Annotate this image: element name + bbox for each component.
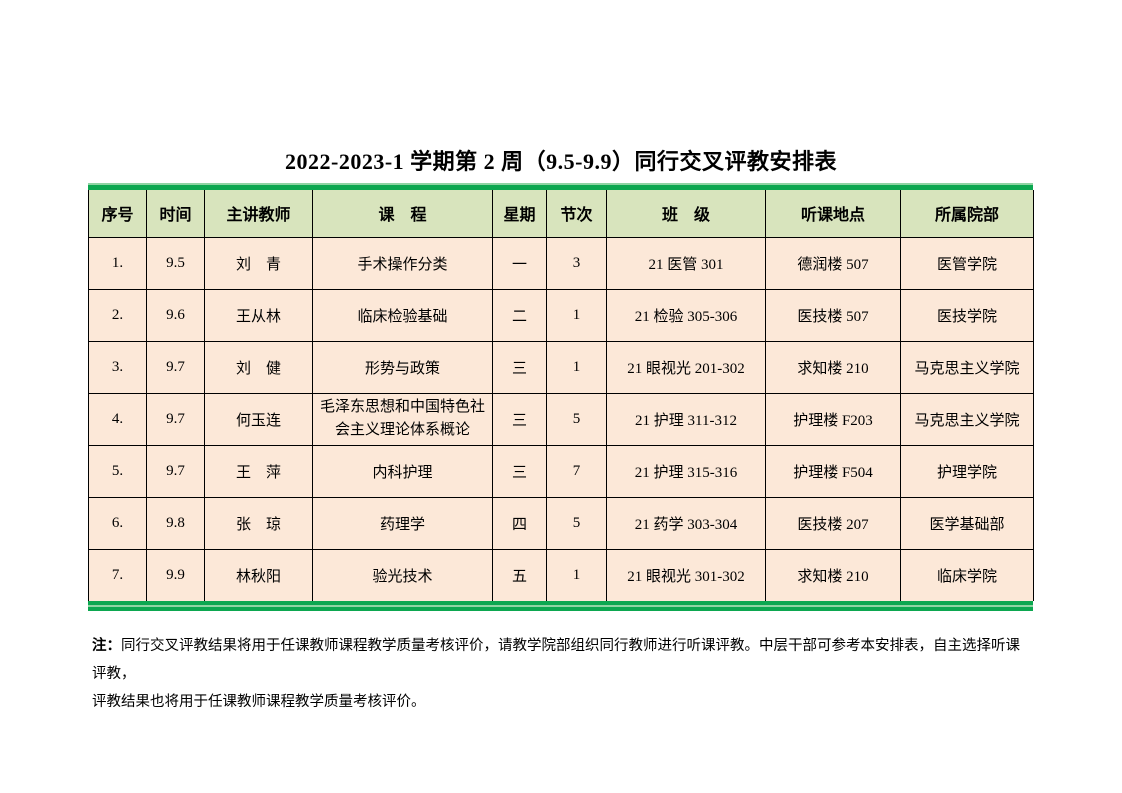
table-cell: 王从林: [204, 288, 313, 342]
table-row: 5. 9.7 王 萍内科护理三 7 21 护理 315-316 护理楼 F504 护理学院: [88, 444, 1034, 498]
column-header: 时间: [146, 190, 205, 238]
table-row: 1. 9.5 刘 青手术操作分类一 3 21 医管 301 德润楼 507 医管学院: [88, 236, 1034, 290]
table-cell: 毛泽东思想和中国特色社会主义理论体系概论: [312, 392, 493, 446]
table-cell: 1: [546, 548, 607, 601]
table-cell: 临床学院: [900, 548, 1034, 601]
table-cell: 刘 健: [204, 340, 313, 394]
table-header: 序号 时间 主讲教师课 程星期 节次班 级听课地点 所属院部: [88, 190, 1034, 238]
table-cell: 护理楼 F203: [765, 392, 901, 446]
table-row: 6. 9.8 张 琼药理学四 5 21 药学 303-304 医技楼 207 医学基础部: [88, 496, 1034, 550]
table-bottom-border-bar: [88, 601, 1033, 611]
table-cell: 四: [492, 496, 547, 550]
table-cell: 五: [492, 548, 547, 601]
table-cell: 医技楼 507: [765, 288, 901, 342]
table-cell: 4.: [88, 392, 147, 446]
footnote: 注：同行交叉评教结果将用于任课教师课程教学质量考核评价，请教学院部组织同行教师进…: [92, 632, 1032, 716]
page-title: 2022-2023-1 学期第 2 周（9.5-9.9）同行交叉评教安排表: [285, 149, 837, 174]
table-cell: 护理楼 F504: [765, 444, 901, 498]
schedule-table: 序号 时间 主讲教师课 程星期 节次班 级听课地点 所属院部 1. 9.5 刘 青手术操作分…: [88, 190, 1034, 601]
table-cell: 内科护理: [312, 444, 493, 498]
table-cell: 药理学: [312, 496, 493, 550]
table-cell: 2.: [88, 288, 147, 342]
table-cell: 林秋阳: [204, 548, 313, 601]
table-cell: 二: [492, 288, 547, 342]
header-row: 序号 时间 主讲教师课 程星期 节次班 级听课地点 所属院部: [88, 190, 1034, 238]
table-cell: 三: [492, 340, 547, 394]
table-cell: 王 萍: [204, 444, 313, 498]
table-cell: 21 药学 303-304: [606, 496, 766, 550]
table-cell: 求知楼 210: [765, 548, 901, 601]
table-cell: 5: [546, 496, 607, 550]
column-header: 节次: [546, 190, 607, 238]
table-cell: 9.7: [146, 444, 205, 498]
table-cell: 三: [492, 444, 547, 498]
table-cell: 临床检验基础: [312, 288, 493, 342]
table-cell: 一: [492, 236, 547, 290]
column-header: 所属院部: [900, 190, 1034, 238]
table-cell: 6.: [88, 496, 147, 550]
footnote-text-1: 同行交叉评教结果将用于任课教师课程教学质量考核评价，请教学院部组织同行教师进行听…: [92, 638, 1020, 682]
footnote-prefix: 注：: [92, 638, 121, 654]
table-cell: 张 琼: [204, 496, 313, 550]
table-cell: 医技楼 207: [765, 496, 901, 550]
table-cell: 刘 青: [204, 236, 313, 290]
table-cell: 21 医管 301: [606, 236, 766, 290]
column-header: 课 程: [312, 190, 493, 238]
table-cell: 9.7: [146, 392, 205, 446]
footnote-line-1: 注：同行交叉评教结果将用于任课教师课程教学质量考核评价，请教学院部组织同行教师进…: [92, 632, 1032, 688]
table-cell: 三: [492, 392, 547, 446]
column-header: 星期: [492, 190, 547, 238]
table-cell: 1: [546, 340, 607, 394]
table-cell: 何玉连: [204, 392, 313, 446]
table-row: 7. 9.9 林秋阳 验光技术五 1 21 眼视光 301-302 求知楼 210 临床学院: [88, 548, 1034, 601]
table-cell: 21 眼视光 301-302: [606, 548, 766, 601]
table-cell: 1: [546, 288, 607, 342]
table-cell: 马克思主义学院: [900, 340, 1034, 394]
table-cell: 马克思主义学院: [900, 392, 1034, 446]
table-row: 4. 9.7 何玉连 毛泽东思想和中国特色社会主义理论体系概论三 5 21 护理 311-…: [88, 392, 1034, 446]
table-cell: 医管学院: [900, 236, 1034, 290]
table-cell: 3.: [88, 340, 147, 394]
column-header: 序号: [88, 190, 147, 238]
table-cell: 求知楼 210: [765, 340, 901, 394]
table-cell: 1.: [88, 236, 147, 290]
schedule-table-container: 序号 时间 主讲教师课 程星期 节次班 级听课地点 所属院部 1. 9.5 刘 青手术操作分…: [88, 183, 1034, 611]
table-cell: 医技学院: [900, 288, 1034, 342]
table-body: 1. 9.5 刘 青手术操作分类一 3 21 医管 301 德润楼 507 医管学院 2. 9.…: [88, 236, 1034, 601]
table-cell: 7: [546, 444, 607, 498]
footnote-line-2: 评教结果也将用于任课教师课程教学质量考核评价。: [92, 688, 1032, 716]
table-cell: 5.: [88, 444, 147, 498]
table-row: 3. 9.7 刘 健形势与政策三 1 21 眼视光 201-302 求知楼 210 马克思主…: [88, 340, 1034, 394]
column-header: 听课地点: [765, 190, 901, 238]
table-cell: 3: [546, 236, 607, 290]
table-top-border-bar: [88, 183, 1033, 190]
table-row: 2. 9.6 王从林 临床检验基础二 1 21 检验 305-306 医技楼 507 医技学院: [88, 288, 1034, 342]
table-cell: 9.9: [146, 548, 205, 601]
table-cell: 9.6: [146, 288, 205, 342]
table-cell: 护理学院: [900, 444, 1034, 498]
table-cell: 医学基础部: [900, 496, 1034, 550]
table-cell: 9.7: [146, 340, 205, 394]
column-header: 主讲教师: [204, 190, 313, 238]
column-header: 班 级: [606, 190, 766, 238]
table-cell: 5: [546, 392, 607, 446]
table-cell: 21 检验 305-306: [606, 288, 766, 342]
table-cell: 验光技术: [312, 548, 493, 601]
table-cell: 9.8: [146, 496, 205, 550]
table-cell: 形势与政策: [312, 340, 493, 394]
footnote-text-2: 评教结果也将用于任课教师课程教学质量考核评价。: [92, 694, 426, 710]
table-cell: 手术操作分类: [312, 236, 493, 290]
table-cell: 21 眼视光 201-302: [606, 340, 766, 394]
table-cell: 21 护理 315-316: [606, 444, 766, 498]
table-cell: 德润楼 507: [765, 236, 901, 290]
table-cell: 7.: [88, 548, 147, 601]
table-cell: 21 护理 311-312: [606, 392, 766, 446]
table-cell: 9.5: [146, 236, 205, 290]
